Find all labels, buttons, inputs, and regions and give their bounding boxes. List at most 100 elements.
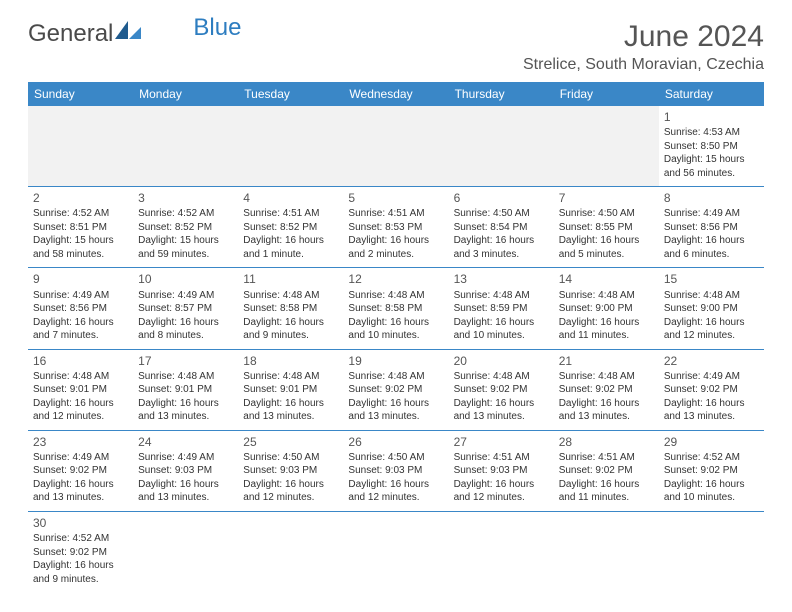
calendar-week-row: 2Sunrise: 4:52 AMSunset: 8:51 PMDaylight… (28, 187, 764, 268)
calendar-day-cell: 9Sunrise: 4:49 AMSunset: 8:56 PMDaylight… (28, 268, 133, 349)
logo-sail-icon (115, 18, 141, 46)
calendar-day-cell (238, 511, 343, 592)
day-number: 14 (559, 271, 654, 287)
day-header: Wednesday (343, 82, 448, 106)
calendar-week-row: 9Sunrise: 4:49 AMSunset: 8:56 PMDaylight… (28, 268, 764, 349)
sunset-text: Sunset: 9:01 PM (243, 383, 338, 397)
day-number: 10 (138, 271, 233, 287)
sunset-text: Sunset: 8:56 PM (664, 221, 759, 235)
calendar-day-cell: 3Sunrise: 4:52 AMSunset: 8:52 PMDaylight… (133, 187, 238, 268)
sunrise-text: Sunrise: 4:53 AM (664, 126, 759, 140)
daylight-text: Daylight: 15 hours and 56 minutes. (664, 153, 759, 180)
sunset-text: Sunset: 9:02 PM (348, 383, 443, 397)
calendar-day-cell: 11Sunrise: 4:48 AMSunset: 8:58 PMDayligh… (238, 268, 343, 349)
calendar-day-cell (343, 106, 448, 187)
daylight-text: Daylight: 15 hours and 59 minutes. (138, 234, 233, 261)
sunrise-text: Sunrise: 4:49 AM (664, 370, 759, 384)
day-number: 12 (348, 271, 443, 287)
daylight-text: Daylight: 16 hours and 12 minutes. (664, 316, 759, 343)
day-number: 9 (33, 271, 128, 287)
daylight-text: Daylight: 16 hours and 6 minutes. (664, 234, 759, 261)
sunset-text: Sunset: 9:00 PM (559, 302, 654, 316)
sunset-text: Sunset: 8:50 PM (664, 140, 759, 154)
calendar-day-cell (343, 511, 448, 592)
sunset-text: Sunset: 8:57 PM (138, 302, 233, 316)
sunset-text: Sunset: 9:02 PM (559, 383, 654, 397)
title-block: June 2024 Strelice, South Moravian, Czec… (523, 20, 764, 74)
sunrise-text: Sunrise: 4:48 AM (33, 370, 128, 384)
sunrise-text: Sunrise: 4:52 AM (664, 451, 759, 465)
sunset-text: Sunset: 9:02 PM (33, 464, 128, 478)
calendar-day-cell (133, 511, 238, 592)
sunrise-text: Sunrise: 4:51 AM (454, 451, 549, 465)
daylight-text: Daylight: 16 hours and 10 minutes. (348, 316, 443, 343)
sunset-text: Sunset: 9:01 PM (33, 383, 128, 397)
sunrise-text: Sunrise: 4:52 AM (33, 207, 128, 221)
calendar-day-cell: 22Sunrise: 4:49 AMSunset: 9:02 PMDayligh… (659, 349, 764, 430)
day-number: 8 (664, 190, 759, 206)
calendar-day-cell (659, 511, 764, 592)
header: General Blue June 2024 Strelice, South M… (28, 20, 764, 74)
calendar-week-row: 16Sunrise: 4:48 AMSunset: 9:01 PMDayligh… (28, 349, 764, 430)
calendar-week-row: 1Sunrise: 4:53 AMSunset: 8:50 PMDaylight… (28, 106, 764, 187)
daylight-text: Daylight: 16 hours and 1 minute. (243, 234, 338, 261)
daylight-text: Daylight: 16 hours and 5 minutes. (559, 234, 654, 261)
day-number: 11 (243, 271, 338, 287)
day-number: 27 (454, 434, 549, 450)
day-number: 25 (243, 434, 338, 450)
sunset-text: Sunset: 8:58 PM (243, 302, 338, 316)
sunrise-text: Sunrise: 4:48 AM (348, 289, 443, 303)
day-number: 2 (33, 190, 128, 206)
daylight-text: Daylight: 16 hours and 13 minutes. (454, 397, 549, 424)
calendar-day-cell: 26Sunrise: 4:50 AMSunset: 9:03 PMDayligh… (343, 430, 448, 511)
day-number: 17 (138, 353, 233, 369)
calendar-day-cell (449, 511, 554, 592)
day-header: Friday (554, 82, 659, 106)
calendar-day-cell: 6Sunrise: 4:50 AMSunset: 8:54 PMDaylight… (449, 187, 554, 268)
daylight-text: Daylight: 16 hours and 13 minutes. (138, 397, 233, 424)
sunset-text: Sunset: 8:52 PM (138, 221, 233, 235)
calendar-day-cell: 14 Sunrise: 4:48 AMSunset: 9:00 PMDayligh… (554, 268, 659, 349)
calendar-day-cell: 27Sunrise: 4:51 AMSunset: 9:03 PMDayligh… (449, 430, 554, 511)
day-header: Thursday (449, 82, 554, 106)
logo-text-general: General (28, 20, 113, 48)
daylight-text: Daylight: 16 hours and 11 minutes. (559, 316, 654, 343)
daylight-text: Daylight: 16 hours and 9 minutes. (243, 316, 338, 343)
daylight-text: Daylight: 16 hours and 13 minutes. (559, 397, 654, 424)
day-number: 30 (33, 515, 128, 531)
daylight-text: Daylight: 16 hours and 10 minutes. (664, 478, 759, 505)
sunrise-text: Sunrise: 4:51 AM (559, 451, 654, 465)
calendar-day-cell: 16Sunrise: 4:48 AMSunset: 9:01 PMDayligh… (28, 349, 133, 430)
sunset-text: Sunset: 9:00 PM (664, 302, 759, 316)
day-number: 7 (559, 190, 654, 206)
day-number: 21 (559, 353, 654, 369)
day-header-row: Sunday Monday Tuesday Wednesday Thursday… (28, 82, 764, 106)
daylight-text: Daylight: 16 hours and 12 minutes. (33, 397, 128, 424)
calendar-day-cell: 5Sunrise: 4:51 AMSunset: 8:53 PMDaylight… (343, 187, 448, 268)
sunset-text: Sunset: 9:03 PM (348, 464, 443, 478)
sunset-text: Sunset: 9:02 PM (664, 464, 759, 478)
calendar-day-cell: 23Sunrise: 4:49 AMSunset: 9:02 PMDayligh… (28, 430, 133, 511)
calendar-day-cell: 12Sunrise: 4:48 AMSunset: 8:58 PMDayligh… (343, 268, 448, 349)
calendar-day-cell: 25Sunrise: 4:50 AMSunset: 9:03 PMDayligh… (238, 430, 343, 511)
calendar-day-cell: 24Sunrise: 4:49 AMSunset: 9:03 PMDayligh… (133, 430, 238, 511)
calendar-day-cell: 19Sunrise: 4:48 AMSunset: 9:02 PMDayligh… (343, 349, 448, 430)
sunrise-text: Sunrise: 4:50 AM (559, 207, 654, 221)
sunrise-text: Sunrise: 4:48 AM (348, 370, 443, 384)
calendar-day-cell: 29Sunrise: 4:52 AMSunset: 9:02 PMDayligh… (659, 430, 764, 511)
sunrise-text: Sunrise: 4:50 AM (454, 207, 549, 221)
calendar-day-cell (238, 106, 343, 187)
sunrise-text: Sunrise: 4:48 AM (559, 289, 654, 303)
day-header: Tuesday (238, 82, 343, 106)
sunset-text: Sunset: 8:55 PM (559, 221, 654, 235)
day-number: 20 (454, 353, 549, 369)
sunset-text: Sunset: 8:51 PM (33, 221, 128, 235)
sunrise-text: Sunrise: 4:52 AM (138, 207, 233, 221)
month-title: June 2024 (523, 20, 764, 54)
sunset-text: Sunset: 8:59 PM (454, 302, 549, 316)
calendar-day-cell (28, 106, 133, 187)
daylight-text: Daylight: 16 hours and 13 minutes. (33, 478, 128, 505)
day-number: 28 (559, 434, 654, 450)
daylight-text: Daylight: 16 hours and 12 minutes. (348, 478, 443, 505)
calendar-body: 1Sunrise: 4:53 AMSunset: 8:50 PMDaylight… (28, 106, 764, 592)
